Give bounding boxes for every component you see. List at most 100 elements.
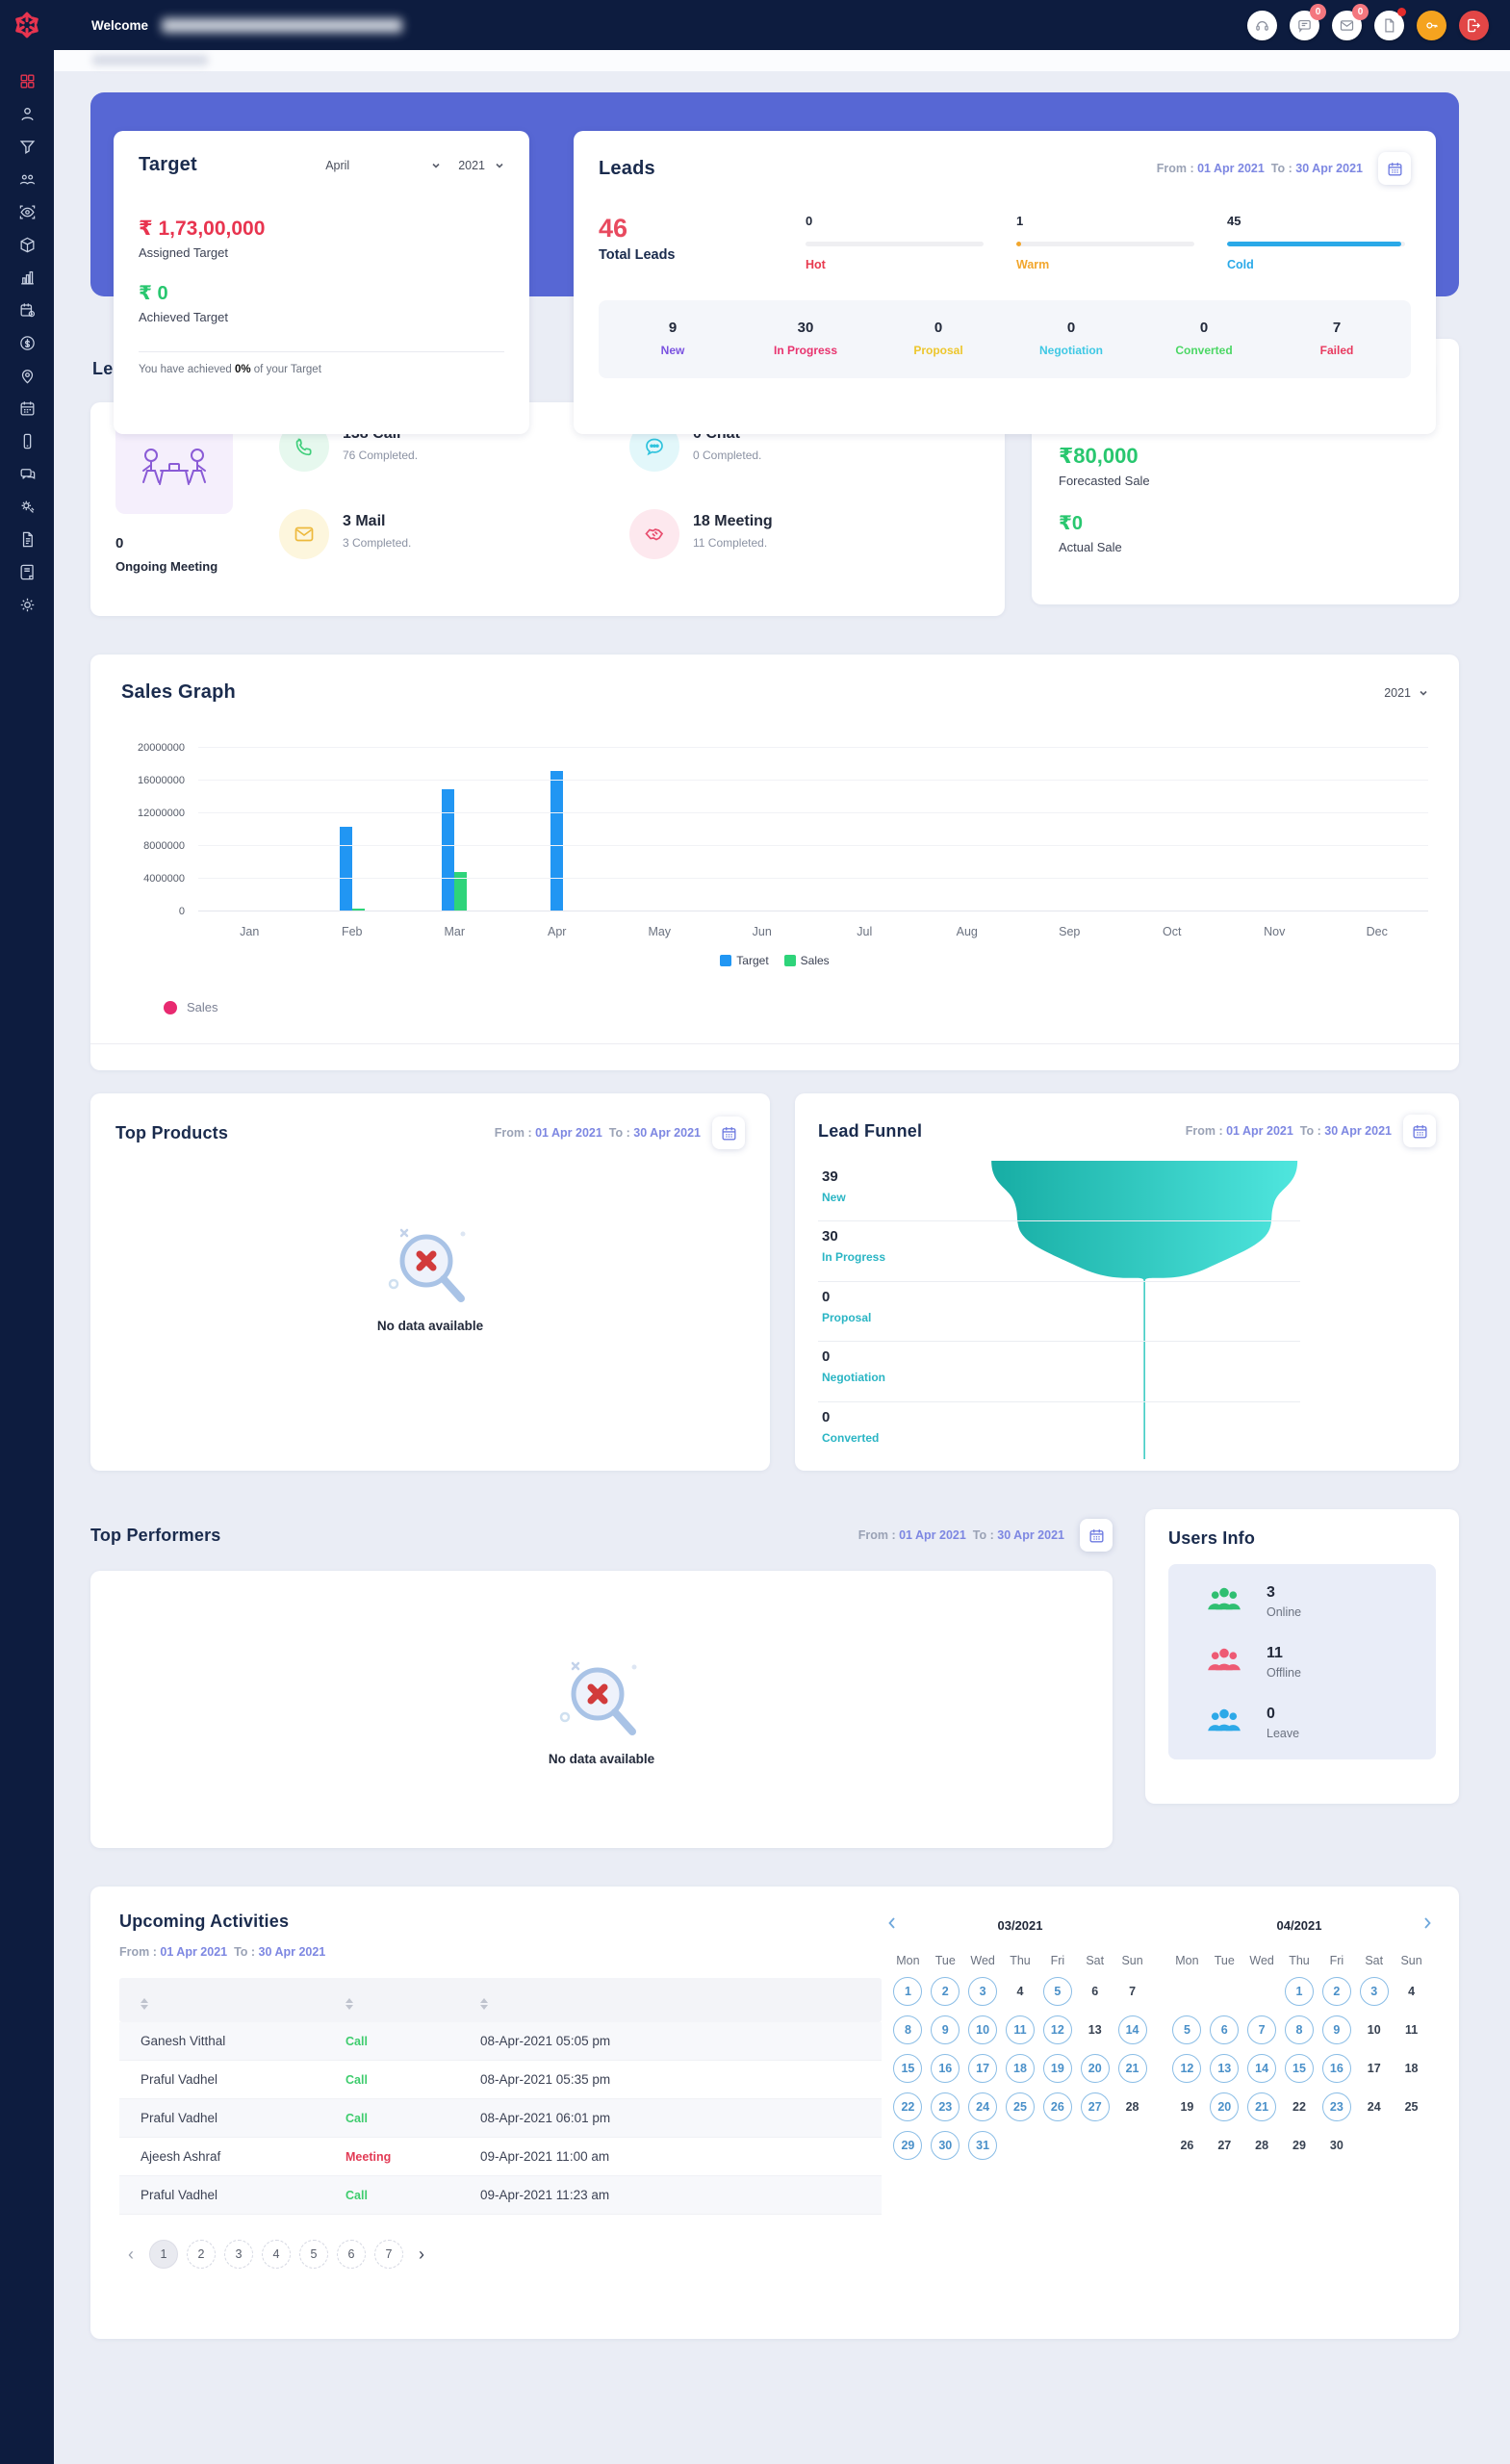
file-button[interactable] — [1374, 7, 1406, 40]
calendar-day[interactable]: 19 — [1038, 2053, 1076, 2083]
calendar-day[interactable]: 22 — [889, 2092, 927, 2121]
calendar-day[interactable]: 16 — [1318, 2053, 1355, 2083]
calendar-next-button[interactable] — [1419, 1915, 1436, 1933]
sidebar-item-mobile[interactable] — [11, 431, 43, 450]
calendar-day[interactable]: 9 — [1318, 2015, 1355, 2044]
calendar-day[interactable]: 28 — [1125, 2099, 1139, 2114]
sidebar-item-payments[interactable] — [11, 333, 43, 352]
calendar-day[interactable]: 29 — [889, 2130, 927, 2160]
calendar-day[interactable]: 18 — [1002, 2053, 1039, 2083]
sidebar-item-dashboard[interactable] — [11, 71, 43, 90]
pagination-page-button[interactable]: 2 — [187, 2240, 216, 2269]
sidebar-item-services[interactable] — [11, 497, 43, 516]
pagination-prev-button[interactable]: ‹ — [128, 2244, 134, 2264]
sort-name-button[interactable] — [141, 1998, 148, 2010]
calendar-day[interactable]: 20 — [1076, 2053, 1113, 2083]
headset-button[interactable] — [1247, 10, 1277, 40]
calendar-day[interactable]: 3 — [964, 1976, 1002, 2006]
leads-datepicker-button[interactable] — [1378, 152, 1411, 185]
sidebar-item-chat[interactable] — [11, 464, 43, 483]
calendar-day[interactable]: 30 — [1329, 2138, 1344, 2152]
pagination-page-button[interactable]: 3 — [224, 2240, 253, 2269]
key-button[interactable] — [1417, 10, 1446, 40]
calendar-day[interactable]: 26 — [1180, 2138, 1194, 2152]
sidebar-item-locations[interactable] — [11, 366, 43, 385]
pagination-next-button[interactable]: › — [419, 2244, 424, 2264]
calendar-day[interactable]: 4 — [1408, 1984, 1416, 1998]
month-select[interactable]: April — [325, 159, 441, 172]
calendar-day[interactable]: 23 — [927, 2092, 964, 2121]
sidebar-item-documents[interactable] — [11, 529, 43, 549]
sidebar-item-ledger[interactable] — [11, 562, 43, 581]
sort-date-button[interactable] — [480, 1998, 488, 2010]
logout-button[interactable] — [1459, 10, 1489, 40]
calendar-day[interactable]: 13 — [1206, 2053, 1243, 2083]
calendar-day[interactable]: 30 — [927, 2130, 964, 2160]
sidebar-item-settings[interactable] — [11, 595, 43, 614]
sidebar-item-lead-filter[interactable] — [11, 137, 43, 156]
top-products-datepicker-button[interactable] — [712, 1116, 745, 1149]
app-logo[interactable] — [0, 0, 54, 50]
sidebar-item-visits[interactable] — [11, 202, 43, 221]
calendar-day[interactable]: 17 — [1367, 2061, 1381, 2075]
calendar-day[interactable]: 17 — [964, 2053, 1002, 2083]
calendar-day[interactable]: 27 — [1076, 2092, 1113, 2121]
table-row[interactable]: Praful Vadhel Call 09-Apr-2021 11:23 am — [119, 2176, 882, 2215]
calendar-day[interactable]: 13 — [1088, 2022, 1102, 2037]
calendar-day[interactable]: 25 — [1002, 2092, 1039, 2121]
sort-type-button[interactable] — [346, 1998, 353, 2010]
sales-year-select[interactable]: 2021 — [1384, 686, 1428, 700]
mail-button[interactable]: 0 — [1332, 3, 1369, 40]
calendar-day[interactable]: 11 — [1404, 2022, 1419, 2037]
pagination-page-button[interactable]: 7 — [374, 2240, 403, 2269]
calendar-prev-button[interactable] — [883, 1915, 901, 1933]
calendar-day[interactable]: 21 — [1243, 2092, 1281, 2121]
pagination-page-button[interactable]: 4 — [262, 2240, 291, 2269]
calendar-day[interactable]: 18 — [1404, 2061, 1419, 2075]
calendar-day[interactable]: 15 — [889, 2053, 927, 2083]
calendar-day[interactable]: 8 — [889, 2015, 927, 2044]
calendar-day[interactable]: 12 — [1168, 2053, 1206, 2083]
sidebar-item-team[interactable] — [11, 169, 43, 189]
calendar-day[interactable]: 9 — [927, 2015, 964, 2044]
calendar-day[interactable]: 5 — [1038, 1976, 1076, 2006]
pagination-page-button[interactable]: 1 — [149, 2240, 178, 2269]
calendar-day[interactable]: 8 — [1281, 2015, 1318, 2044]
sidebar-item-schedule[interactable] — [11, 300, 43, 320]
calendar-day[interactable]: 31 — [964, 2130, 1002, 2160]
calendar-day[interactable]: 5 — [1168, 2015, 1206, 2044]
calendar-day[interactable]: 11 — [1002, 2015, 1039, 2044]
calendar-day[interactable]: 26 — [1038, 2092, 1076, 2121]
table-row[interactable]: Ganesh Vitthal Call 08-Apr-2021 05:05 pm — [119, 2022, 882, 2061]
table-row[interactable]: Ajeesh Ashraf Meeting 09-Apr-2021 11:00 … — [119, 2138, 882, 2176]
calendar-day[interactable]: 6 — [1206, 2015, 1243, 2044]
calendar-day[interactable]: 23 — [1318, 2092, 1355, 2121]
calendar-day[interactable]: 1 — [889, 1976, 927, 2006]
calendar-day[interactable]: 2 — [1318, 1976, 1355, 2006]
year-select[interactable]: 2021 — [458, 159, 504, 172]
calendar-day[interactable]: 2 — [927, 1976, 964, 2006]
calendar-day[interactable]: 29 — [1292, 2138, 1306, 2152]
calendar-day[interactable]: 20 — [1206, 2092, 1243, 2121]
sidebar-item-planner[interactable] — [11, 398, 43, 418]
calendar-day[interactable]: 22 — [1292, 2099, 1306, 2114]
calendar-day[interactable]: 24 — [1367, 2099, 1381, 2114]
calendar-day[interactable]: 28 — [1255, 2138, 1269, 2152]
table-row[interactable]: Praful Vadhel Call 08-Apr-2021 05:35 pm — [119, 2061, 882, 2099]
calendar-day[interactable]: 10 — [1367, 2022, 1381, 2037]
calendar-day[interactable]: 12 — [1038, 2015, 1076, 2044]
chat-button[interactable]: 0 — [1290, 3, 1326, 40]
calendar-day[interactable]: 7 — [1129, 1984, 1137, 1998]
calendar-day[interactable]: 19 — [1180, 2099, 1194, 2114]
calendar-day[interactable]: 10 — [964, 2015, 1002, 2044]
calendar-day[interactable]: 27 — [1217, 2138, 1232, 2152]
calendar-day[interactable]: 6 — [1091, 1984, 1099, 1998]
table-row[interactable]: Praful Vadhel Call 08-Apr-2021 06:01 pm — [119, 2099, 882, 2138]
sidebar-item-products[interactable] — [11, 235, 43, 254]
sidebar-item-contacts[interactable] — [11, 104, 43, 123]
calendar-day[interactable]: 24 — [964, 2092, 1002, 2121]
sidebar-item-reports[interactable] — [11, 268, 43, 287]
lead-funnel-datepicker-button[interactable] — [1403, 1115, 1436, 1147]
calendar-day[interactable]: 14 — [1113, 2015, 1151, 2044]
pagination-page-button[interactable]: 6 — [337, 2240, 366, 2269]
